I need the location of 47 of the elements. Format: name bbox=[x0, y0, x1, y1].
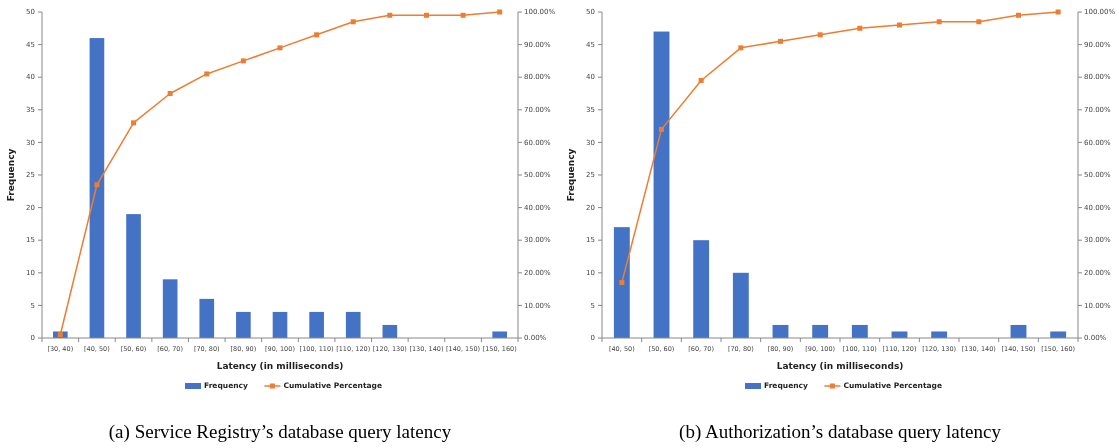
x-axis-title: Latency (in milliseconds) bbox=[776, 361, 904, 371]
y-axis-title: Frequency bbox=[6, 148, 16, 202]
point bbox=[936, 19, 942, 25]
text: (a) Service Registry’s database query latency bbox=[108, 421, 452, 443]
bar bbox=[126, 214, 141, 338]
point bbox=[857, 25, 863, 31]
bar bbox=[492, 331, 508, 338]
point bbox=[659, 126, 664, 132]
bar bbox=[199, 298, 215, 338]
point bbox=[619, 280, 625, 286]
point bbox=[277, 45, 283, 51]
point bbox=[460, 12, 466, 18]
point bbox=[497, 9, 503, 15]
point bbox=[240, 58, 246, 64]
bar bbox=[162, 279, 178, 338]
point bbox=[423, 12, 429, 18]
point bbox=[204, 71, 210, 77]
bar bbox=[309, 311, 324, 338]
point bbox=[976, 19, 982, 25]
text: (b) Authorization’s database query latency bbox=[679, 421, 1002, 443]
bar bbox=[812, 324, 829, 338]
bar bbox=[931, 331, 948, 338]
bar bbox=[851, 324, 868, 338]
point bbox=[1016, 12, 1021, 18]
x-axis-title: Latency (in milliseconds) bbox=[216, 361, 344, 371]
point bbox=[738, 45, 744, 51]
bar bbox=[89, 38, 105, 338]
y-axis-title: Frequency bbox=[566, 148, 576, 202]
bar bbox=[653, 31, 670, 338]
point bbox=[778, 38, 783, 44]
point bbox=[314, 32, 320, 38]
bar bbox=[236, 311, 251, 338]
bar bbox=[613, 227, 630, 338]
point bbox=[167, 91, 173, 96]
point bbox=[1055, 9, 1061, 15]
point bbox=[387, 12, 393, 18]
point bbox=[698, 77, 704, 83]
point bbox=[817, 32, 823, 38]
point bbox=[94, 182, 100, 188]
bar bbox=[732, 272, 749, 338]
bar bbox=[345, 311, 361, 338]
point bbox=[131, 120, 137, 126]
bar bbox=[693, 240, 710, 338]
point bbox=[897, 22, 902, 28]
bar bbox=[1050, 331, 1067, 338]
bar bbox=[272, 311, 288, 338]
point bbox=[350, 19, 356, 25]
